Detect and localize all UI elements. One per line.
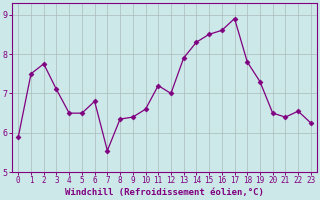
- X-axis label: Windchill (Refroidissement éolien,°C): Windchill (Refroidissement éolien,°C): [65, 188, 264, 197]
